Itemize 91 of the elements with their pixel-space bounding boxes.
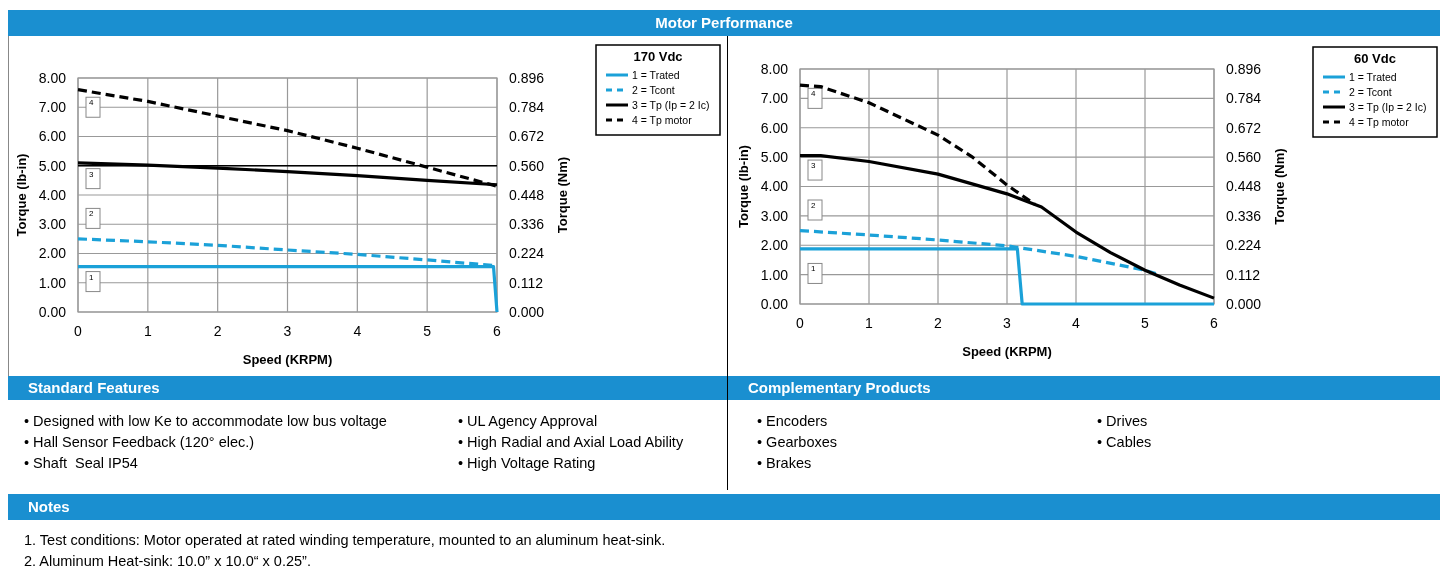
text: • Encoders [757, 413, 828, 429]
y2-tick-label: 0.000 [509, 303, 545, 320]
y-axis-title: Torque (lb-in) [736, 145, 751, 228]
x-tick-label: 5 [1141, 315, 1150, 331]
annotation: 2 [811, 201, 816, 210]
y-tick-label: 6.00 [38, 128, 67, 145]
y2-tick-label: 0.448 [1226, 178, 1262, 195]
legend-label: 2 = Tcont [1349, 86, 1392, 98]
y2-tick-label: 0.448 [509, 186, 545, 203]
y-tick-label: 0.00 [38, 303, 67, 320]
y2-tick-label: 0.672 [509, 128, 545, 145]
y-tick-label: 4.00 [760, 178, 789, 195]
y2-tick-label: 0.112 [1226, 266, 1261, 283]
legend-label: 4 = Tp motor [1349, 116, 1410, 128]
x-tick-label: 3 [283, 323, 292, 339]
y-tick-label: 6.00 [760, 119, 789, 136]
y2-tick-label: 0.560 [509, 157, 545, 174]
y2-axis-title: Torque (Nm) [1272, 148, 1287, 225]
y-tick-label: 8.00 [760, 60, 789, 77]
y2-tick-label: 0.336 [1226, 207, 1262, 224]
y2-tick-label: 0.560 [1226, 149, 1262, 166]
text: • High Voltage Rating [458, 455, 596, 471]
x-axis-title: Speed (KRPM) [242, 352, 333, 367]
y2-tick-label: 0.224 [509, 245, 545, 262]
x-tick-label: 4 [353, 323, 362, 339]
legend-label: 3 = Tp (Ip = 2 Ic) [1349, 101, 1427, 113]
text: • Brakes [757, 455, 812, 471]
legend-label: 3 = Tp (Ip = 2 Ic) [632, 99, 710, 111]
y-tick-label: 1.00 [38, 274, 67, 291]
y-tick-label: 5.00 [760, 149, 789, 166]
text: • Shaft Seal IP54 [24, 455, 138, 471]
text: Motor Performance [655, 14, 793, 32]
text: 2. Aluminum Heat-sink: 10.0” x 10.0“ x 0.25”. [24, 553, 311, 569]
y-tick-label: 5.00 [38, 157, 67, 174]
text: • Gearboxes [757, 434, 838, 450]
annotation: 4 [811, 89, 816, 99]
y2-tick-label: 0.896 [509, 69, 545, 86]
y-tick-label: 2.00 [38, 245, 67, 262]
y2-tick-label: 0.112 [509, 274, 544, 291]
x-tick-label: 0 [74, 323, 83, 339]
y-tick-label: 1.00 [760, 266, 789, 283]
x-tick-label: 5 [423, 323, 432, 339]
x-axis-title: Speed (KRPM) [962, 344, 1052, 359]
legend-label: 1 = Trated [1349, 71, 1397, 83]
legend-title: 60 Vdc [1354, 51, 1396, 66]
text: • Drives [1097, 413, 1148, 429]
y2-axis-title: Torque (Nm) [555, 156, 570, 234]
text: Complementary Products [748, 379, 931, 397]
y-tick-label: 2.00 [760, 237, 789, 254]
annotation: 1 [811, 264, 816, 274]
annotation: 1 [89, 272, 94, 282]
text: • Hall Sensor Feedback (120° elec.) [24, 434, 255, 450]
y-tick-label: 4.00 [38, 186, 67, 203]
x-tick-label: 1 [865, 315, 874, 331]
x-tick-label: 2 [213, 323, 222, 339]
y-tick-label: 8.00 [38, 69, 67, 86]
y-tick-label: 3.00 [760, 207, 789, 224]
text: • High Radial and Axial Load Ability [458, 434, 684, 450]
text: Standard Features [28, 379, 160, 397]
y-tick-label: 3.00 [38, 216, 67, 233]
legend-label: 4 = Tp motor [632, 114, 693, 126]
y-tick-label: 7.00 [38, 99, 67, 116]
y-axis-title: Torque (lb-in) [14, 153, 29, 237]
y2-tick-label: 0.896 [1226, 60, 1262, 77]
y-tick-label: 7.00 [760, 90, 789, 107]
text: • Designed with low Ke to accommodate low bus voltage [24, 413, 387, 429]
y2-tick-label: 0.224 [1226, 237, 1262, 254]
y2-tick-label: 0.672 [1226, 119, 1262, 136]
x-tick-label: 6 [1210, 315, 1219, 331]
y2-tick-label: 0.000 [1226, 295, 1262, 312]
y2-tick-label: 0.336 [509, 216, 545, 233]
annotation: 2 [89, 209, 94, 219]
x-tick-label: 3 [1003, 315, 1012, 331]
x-tick-label: 4 [1072, 315, 1081, 331]
y2-tick-label: 0.784 [509, 99, 545, 116]
annotation: 3 [811, 161, 816, 171]
x-tick-label: 1 [143, 323, 152, 339]
y2-tick-label: 0.784 [1226, 90, 1262, 107]
text: • UL Agency Approval [458, 413, 598, 429]
x-tick-label: 6 [493, 323, 502, 339]
text: Notes [28, 498, 70, 516]
legend-label: 1 = Trated [632, 69, 680, 81]
x-tick-label: 2 [934, 315, 943, 331]
x-tick-label: 0 [796, 315, 805, 331]
text: • Cables [1097, 434, 1152, 450]
annotation: 3 [89, 169, 94, 179]
y-tick-label: 0.00 [760, 295, 789, 312]
text: 1. Test conditions: Motor operated at rated winding temperature, mounted to an aluminum heat-sink. [24, 532, 666, 548]
legend-title: 170 Vdc [633, 49, 683, 64]
annotation: 4 [89, 98, 94, 108]
legend-label: 2 = Tcont [632, 84, 675, 96]
